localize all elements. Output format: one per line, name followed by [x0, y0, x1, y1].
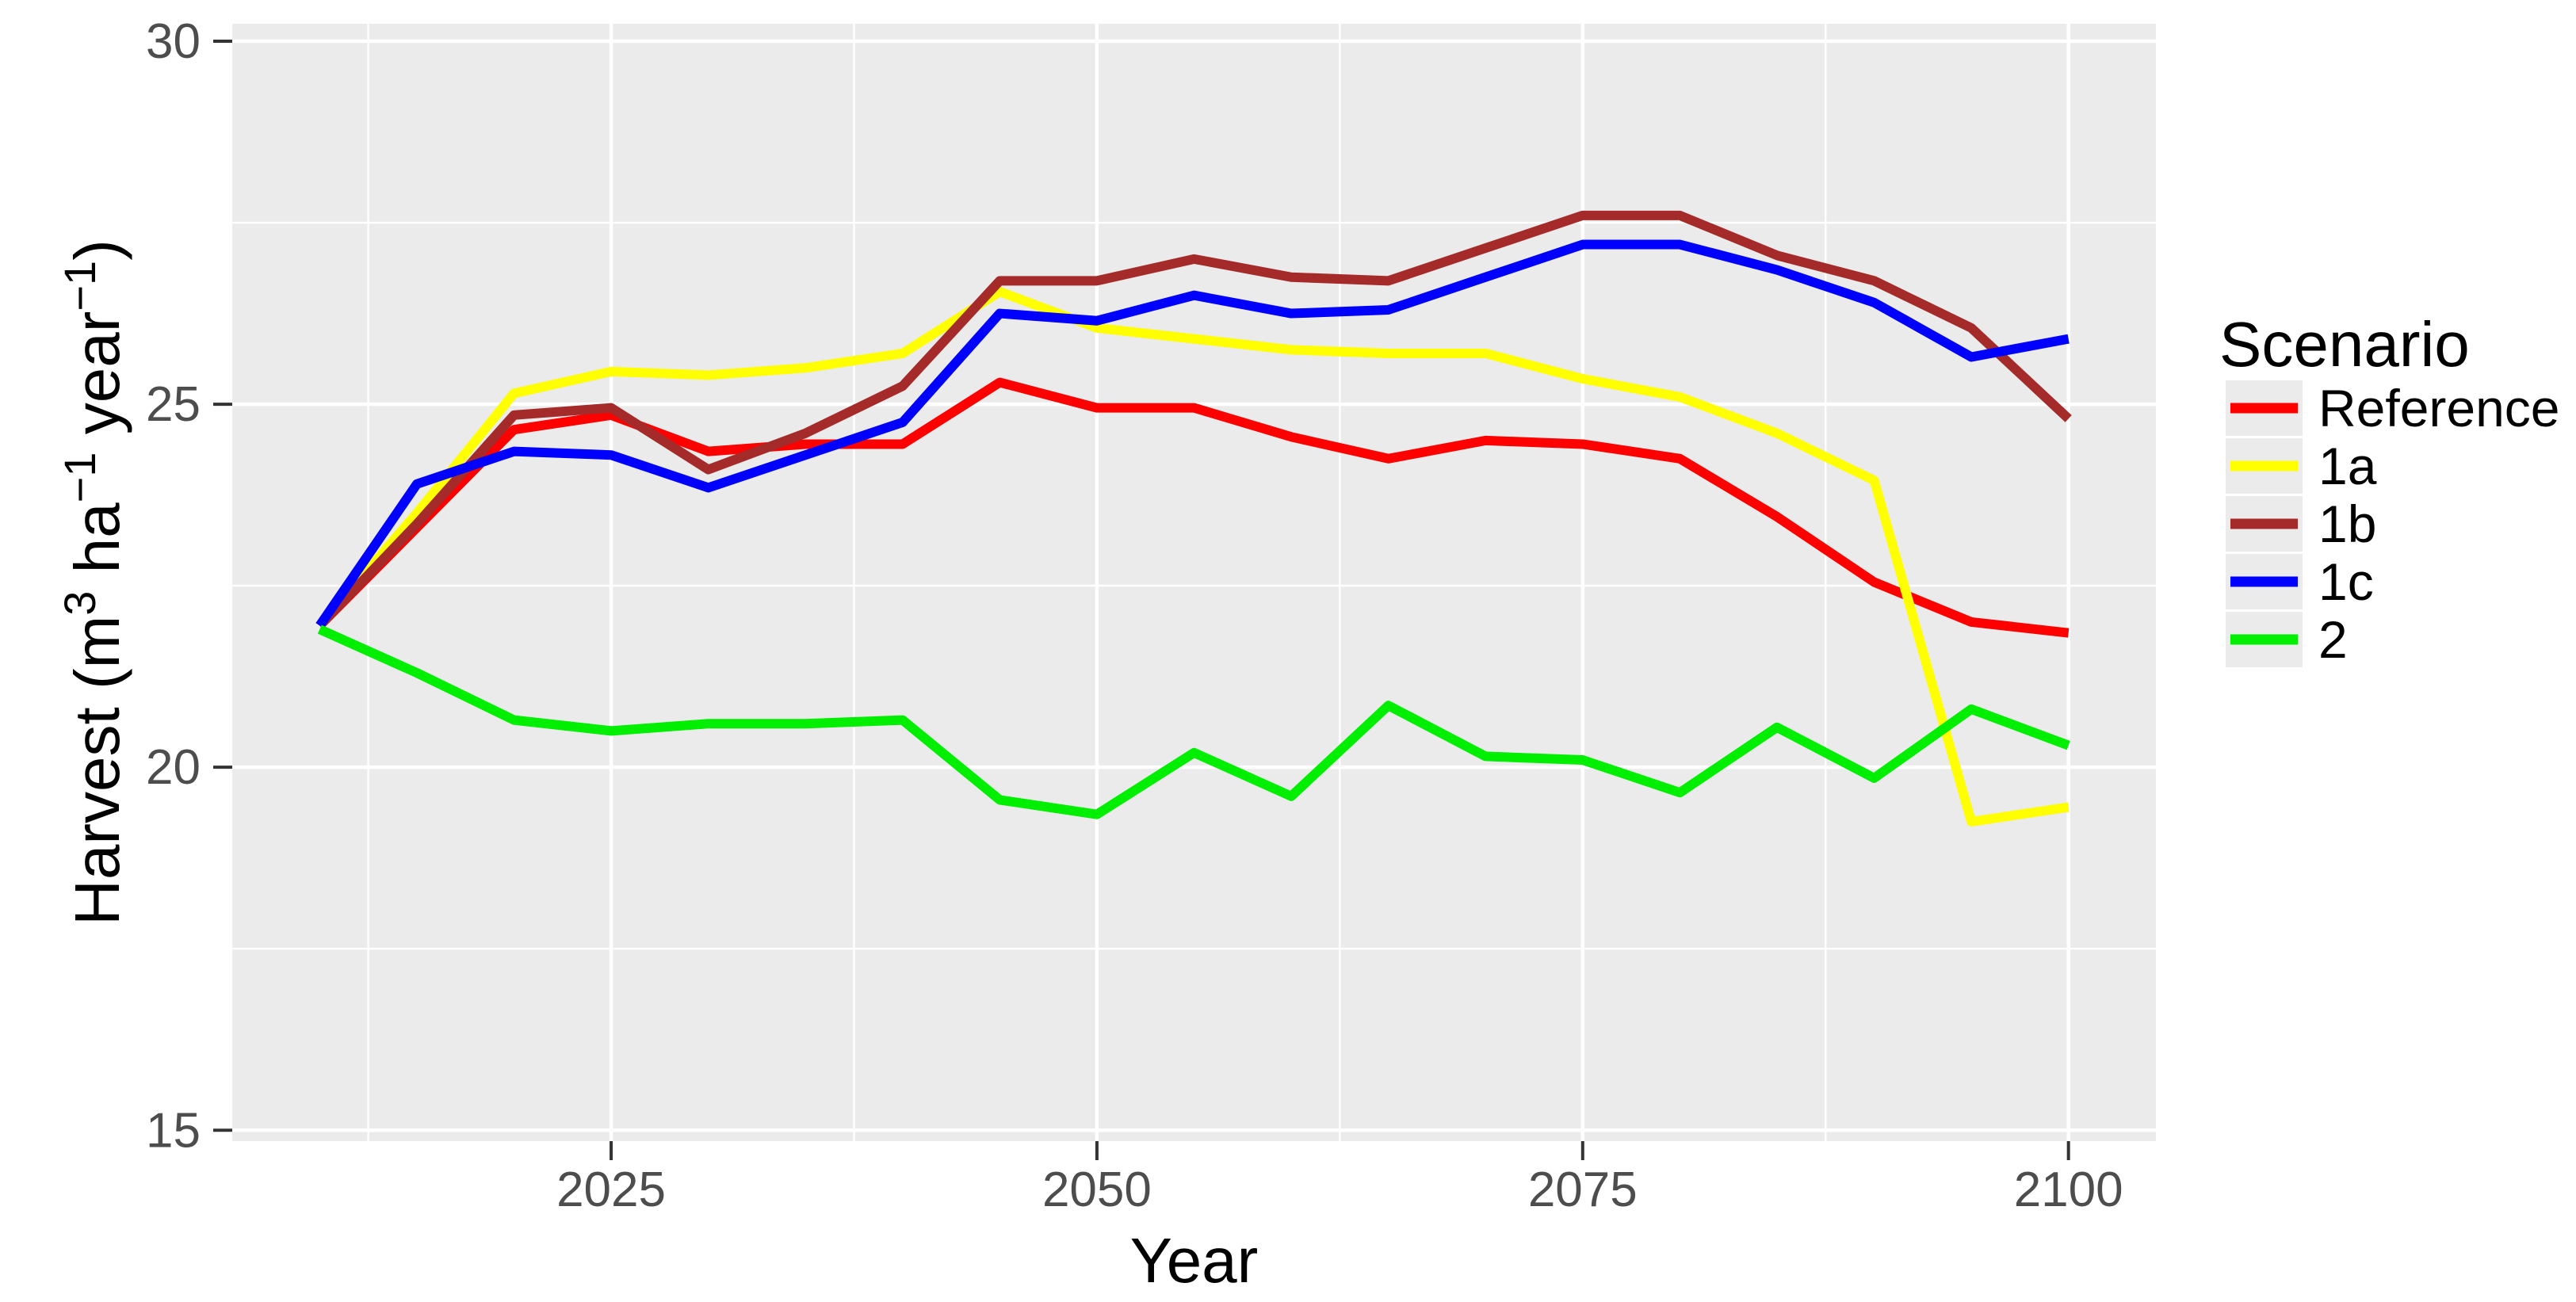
- legend-item-1a: 1a: [2226, 437, 2377, 495]
- x-tick-label: 2075: [1528, 1163, 1638, 1217]
- series-line-2: [317, 624, 2070, 819]
- legend-item-1b: 1b: [2226, 494, 2376, 553]
- series-line-1c: [315, 239, 2070, 628]
- legend-item-label: 1b: [2318, 494, 2376, 553]
- legend-item-reference: Reference: [2226, 379, 2560, 437]
- legend-item-1c: 1c: [2226, 552, 2374, 611]
- series-line-1a: [315, 287, 2070, 827]
- series-line-1b: [315, 210, 2072, 629]
- axis-tick-marks: [213, 39, 2070, 1160]
- y-tick-label: 25: [146, 377, 201, 432]
- legend-item-label: 1a: [2318, 437, 2377, 495]
- x-tick-label: 2050: [1042, 1163, 1152, 1217]
- x-tick-label: 2100: [2014, 1163, 2123, 1217]
- y-tick-label: 15: [146, 1103, 201, 1158]
- series-line-reference: [316, 377, 2070, 638]
- legend-title: Scenario: [2219, 309, 2470, 380]
- legend-item-label: Reference: [2318, 379, 2560, 437]
- x-axis-title: Year: [1130, 1225, 1259, 1296]
- y-tick-label: 30: [146, 14, 201, 69]
- plot-panel: [232, 24, 2156, 1141]
- y-axis-title: Harvest (m3 ha−1 year−1): [55, 239, 132, 926]
- legend-item-label: 1c: [2318, 552, 2374, 611]
- legend-item-2: 2: [2226, 610, 2348, 669]
- series-lines: [315, 210, 2072, 827]
- minor-gridlines: [232, 24, 2156, 1141]
- legend-item-label: 2: [2318, 610, 2348, 669]
- x-tick-label: 2025: [556, 1163, 666, 1217]
- y-tick-label: 20: [146, 740, 201, 795]
